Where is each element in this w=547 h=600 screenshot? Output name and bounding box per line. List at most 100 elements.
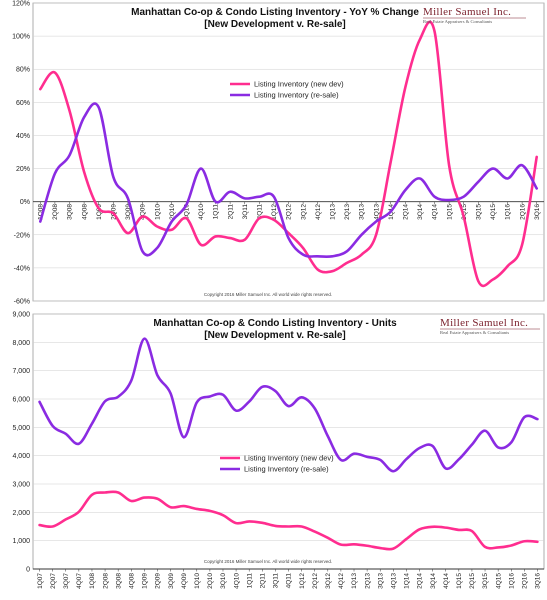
bottom-y-tick-label: 0 [26,567,30,574]
bottom-x-tick-label: 3Q14 [430,573,437,589]
bottom-x-tick-label: 3Q08 [115,573,122,589]
bottom-x-tick-label: 4Q15 [495,573,502,589]
top-x-tick-label: 3Q12 [300,204,307,220]
top-x-tick-label: 2Q14 [403,204,410,220]
top-x-tick-label: 3Q09 [125,204,132,220]
bottom-legend-label-new-dev: Listing Inventory (new dev) [244,454,334,463]
top-brand-tagline: Real Estate Appraisers & Consultants [423,19,492,24]
bottom-y-tick-label: 2,000 [12,510,30,517]
bottom-x-tick-label: 2Q13 [364,573,371,589]
bottom-x-tick-label: 2Q09 [155,573,162,589]
top-x-tick-label: 2Q11 [227,204,234,220]
top-x-tick-label: 3Q15 [476,204,483,220]
top-legend-label-new-dev: Listing Inventory (new dev) [254,80,344,89]
top-y-tick-label: -60% [14,299,30,306]
top-y-tick-label: -20% [14,232,30,239]
bottom-x-tick-label: 4Q07 [76,573,83,589]
bottom-x-tick-label: 4Q08 [128,573,135,589]
bottom-x-tick-label: 2Q15 [469,573,476,589]
bottom-x-tick-label: 3Q10 [220,573,227,589]
top-x-tick-label: 1Q11 [213,204,220,220]
top-x-tick-label: 1Q10 [154,204,161,220]
top-brand-logo: Miller Samuel Inc. Real Estate Appraiser… [423,6,526,24]
bottom-series-line-resale [38,337,539,473]
top-x-tick-label: 1Q09 [96,204,103,220]
bottom-y-tick-label: 9,000 [12,312,30,319]
bottom-x-tick-label: 3Q11 [273,573,280,589]
bottom-x-tick-label: 1Q14 [404,573,411,589]
top-x-tick-label: 4Q10 [198,204,205,220]
bottom-y-tick-labels: 0 1,000 2,000 3,000 4,000 5,000 6,000 7,000 8,00… [12,312,30,574]
bottom-x-tick-label: 1Q09 [142,573,149,589]
top-y-tick-label: 0% [20,199,30,206]
bottom-x-tick-label: 3Q12 [325,573,332,589]
top-legend-label-resale: Listing Inventory (re-sale) [254,91,339,100]
bottom-brand-name: Miller Samuel Inc. [440,317,528,329]
bottom-x-tick-label: 3Q07 [63,573,70,589]
top-y-tick-label: 40% [16,133,30,140]
bottom-copyright: Copyright 2016 Miller Samuel Inc. All wo… [204,559,332,564]
bottom-x-tick-label: 1Q15 [456,573,463,589]
top-x-tick-label: 4Q09 [140,204,147,220]
bottom-x-tick-label: 4Q13 [391,573,398,589]
top-x-tick-label: 4Q11 [257,204,264,220]
top-gridlines [33,2,544,302]
bottom-legend: Listing Inventory (new dev) Listing Inve… [220,454,334,474]
top-copyright: Copyright 2016 Miller Samuel Inc. All wo… [204,292,332,297]
bottom-x-tick-label: 2Q16 [522,573,529,589]
bottom-y-tick-label: 7,000 [12,368,30,375]
top-x-tick-label: 1Q08 [38,204,45,220]
units-chart: 0 1,000 2,000 3,000 4,000 5,000 6,000 7,000 8,00… [12,312,545,589]
bottom-x-tick-label: 4Q09 [181,573,188,589]
bottom-x-tick-label: 3Q15 [482,573,489,589]
bottom-x-tick-label: 4Q10 [233,573,240,589]
top-x-tick-label: 3Q10 [184,204,191,220]
top-y-tick-labels: -60% -40% -20% 0% 20% 40% 60% 80% 100% 120% [12,1,30,306]
bottom-x-tick-label: 2Q14 [417,573,424,589]
top-chart-subtitle: [New Development v. Re-sale] [204,19,346,30]
top-y-tick-label: 60% [16,100,30,107]
top-x-tick-label: 1Q15 [446,204,453,220]
bottom-brand-logo: Miller Samuel Inc. Real Estate Appraiser… [440,317,540,335]
bottom-legend-label-resale: Listing Inventory (re-sale) [244,465,329,474]
bottom-x-tick-label: 2Q10 [207,573,214,589]
top-x-tick-label: 4Q08 [81,204,88,220]
top-x-tick-label: 2Q15 [461,204,468,220]
bottom-x-tick-label: 1Q12 [299,573,306,589]
bottom-y-tick-label: 8,000 [12,340,30,347]
bottom-x-tick-label: 4Q14 [443,573,450,589]
top-series-line-resale [39,102,538,259]
bottom-x-tick-label: 2Q07 [50,573,57,589]
bottom-gridlines [33,313,544,570]
top-x-tick-label: 2Q13 [344,204,351,220]
yoy-change-chart: -60% -40% -20% 0% 20% 40% 60% 80% 100% 120% 1Q08 2… [12,1,545,306]
top-x-tick-label: 4Q13 [373,204,380,220]
top-x-tick-label: 1Q13 [330,204,337,220]
top-x-tick-label: 3Q11 [242,204,249,220]
top-series-lines [39,20,538,288]
bottom-y-tick-label: 4,000 [12,453,30,460]
bottom-x-tick-label: 3Q16 [535,573,542,589]
top-x-tick-label: 4Q15 [490,204,497,220]
bottom-x-tick-label: 1Q16 [508,573,515,589]
bottom-x-tick-label: 1Q08 [89,573,96,589]
bottom-x-tick-label: 2Q08 [102,573,109,589]
bottom-y-tick-label: 3,000 [12,482,30,489]
bottom-y-tick-label: 6,000 [12,397,30,404]
top-x-tick-label: 4Q12 [315,204,322,220]
top-x-tick-label: 2Q16 [519,204,526,220]
bottom-x-tick-labels: 1Q07 2Q07 3Q07 4Q07 1Q08 2Q08 3Q08 4Q08 1Q09 2Q09… [37,569,542,589]
top-x-tick-label: 3Q14 [417,204,424,220]
top-x-tick-label: 2Q12 [286,204,293,220]
top-x-tick-label: 4Q14 [432,204,439,220]
top-chart-title: Manhattan Co-op & Condo Listing Inventor… [131,7,419,18]
top-x-tick-label: 3Q13 [359,204,366,220]
top-x-tick-label: 2Q10 [169,204,176,220]
bottom-x-tick-label: 4Q11 [286,573,293,589]
bottom-x-tick-label: 3Q09 [168,573,175,589]
top-y-tick-label: 100% [12,34,30,41]
bottom-y-tick-label: 1,000 [12,538,30,545]
bottom-chart-title: Manhattan Co-op & Condo Listing Inventor… [153,318,397,329]
